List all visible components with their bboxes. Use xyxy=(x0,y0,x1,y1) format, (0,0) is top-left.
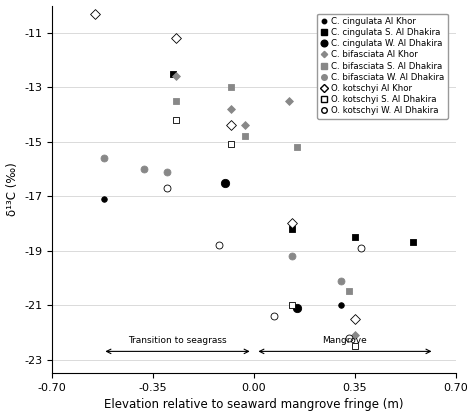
Point xyxy=(346,288,353,295)
Point xyxy=(164,185,171,191)
Point xyxy=(172,73,180,80)
Point xyxy=(351,315,359,322)
X-axis label: Elevation relative to seaward mangrove fringe (m): Elevation relative to seaward mangrove f… xyxy=(104,399,404,412)
Point xyxy=(242,133,249,140)
Point xyxy=(172,98,180,104)
Point xyxy=(100,196,108,202)
Point xyxy=(293,144,301,151)
Legend: C. cingulata Al Khor, C. cingulata S. Al Dhakira, C. cingulata W. Al Dhakira, C.: C. cingulata Al Khor, C. cingulata S. Al… xyxy=(317,13,448,119)
Point xyxy=(337,277,345,284)
Y-axis label: δ¹³C (‰): δ¹³C (‰) xyxy=(6,163,18,216)
Point xyxy=(293,304,301,311)
Point xyxy=(293,304,301,311)
Point xyxy=(337,302,345,309)
Point xyxy=(285,98,292,104)
Point xyxy=(227,106,235,112)
Point xyxy=(221,179,229,186)
Point xyxy=(227,122,235,129)
Point xyxy=(271,313,278,319)
Point xyxy=(227,84,235,90)
Point xyxy=(288,302,295,309)
Point xyxy=(172,35,180,42)
Point xyxy=(164,168,171,175)
Point xyxy=(172,117,180,123)
Text: Mangrove: Mangrove xyxy=(323,336,367,344)
Point xyxy=(169,70,177,77)
Point xyxy=(351,343,359,349)
Point xyxy=(288,226,295,232)
Point xyxy=(100,155,108,161)
Point xyxy=(409,239,417,246)
Point xyxy=(227,141,235,148)
Point xyxy=(216,242,223,249)
Point xyxy=(91,10,99,17)
Point xyxy=(91,10,99,17)
Point xyxy=(351,234,359,240)
Point xyxy=(346,334,353,341)
Point xyxy=(288,220,295,227)
Point xyxy=(242,122,249,129)
Point xyxy=(357,245,365,251)
Point xyxy=(140,166,148,172)
Point xyxy=(351,332,359,338)
Point xyxy=(288,253,295,259)
Text: Transition to seagrass: Transition to seagrass xyxy=(128,336,227,344)
